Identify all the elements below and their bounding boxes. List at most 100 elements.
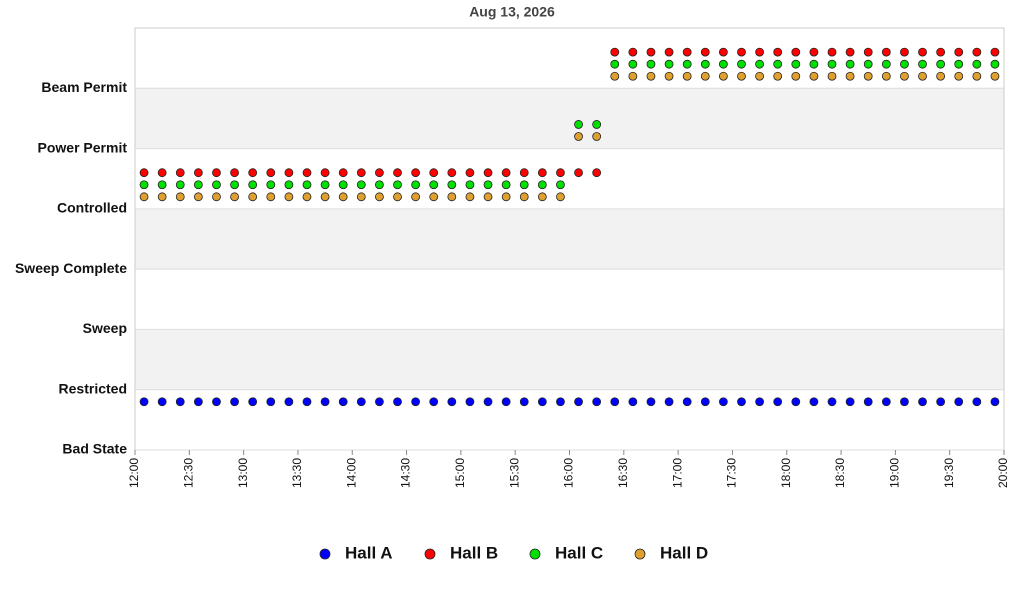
point — [465, 192, 475, 202]
point — [338, 397, 348, 407]
point — [664, 397, 674, 407]
point — [700, 71, 710, 81]
legend-marker — [634, 548, 646, 560]
point — [863, 47, 873, 57]
point — [411, 192, 421, 202]
point — [429, 168, 439, 178]
legend-label: Hall A — [345, 543, 393, 562]
x-tick-label: 16:30 — [616, 458, 630, 488]
y-tick-label: Bad State — [62, 441, 127, 457]
point — [628, 397, 638, 407]
point — [954, 59, 964, 69]
point — [737, 71, 746, 81]
point — [193, 397, 203, 407]
point — [338, 180, 348, 190]
point — [918, 397, 927, 407]
point — [881, 59, 891, 69]
point — [718, 397, 728, 407]
x-tick-label: 14:30 — [399, 458, 413, 488]
point — [284, 168, 294, 178]
point — [900, 71, 909, 81]
x-tick-label: 13:30 — [290, 458, 304, 488]
legend-label: Hall B — [450, 543, 498, 562]
point — [519, 180, 529, 190]
point — [556, 180, 565, 190]
y-tick-label: Controlled — [57, 200, 127, 216]
point — [755, 397, 764, 407]
point — [356, 192, 366, 202]
point — [248, 192, 258, 202]
point — [411, 180, 421, 190]
point — [537, 180, 547, 190]
point — [682, 47, 692, 57]
point — [791, 59, 801, 69]
point — [574, 397, 583, 407]
point — [356, 397, 366, 407]
x-tick-label: 15:00 — [453, 458, 467, 488]
point — [556, 168, 565, 178]
point — [157, 397, 167, 407]
point — [990, 59, 1000, 69]
point — [447, 180, 457, 190]
point — [465, 397, 475, 407]
point — [809, 71, 819, 81]
point — [266, 180, 276, 190]
point — [773, 397, 783, 407]
legend-marker — [424, 548, 436, 560]
point — [230, 397, 239, 407]
point — [900, 47, 909, 57]
point — [610, 47, 620, 57]
point — [718, 59, 728, 69]
point — [139, 180, 149, 190]
legend-marker — [319, 548, 331, 560]
point — [646, 397, 656, 407]
point — [954, 47, 964, 57]
point — [664, 47, 674, 57]
point — [212, 397, 221, 407]
point — [429, 180, 439, 190]
point — [356, 168, 366, 178]
point — [212, 180, 221, 190]
point — [773, 59, 783, 69]
band — [135, 208, 1004, 270]
point — [809, 47, 819, 57]
point — [447, 168, 457, 178]
point — [302, 180, 312, 190]
point — [375, 168, 384, 178]
point — [628, 71, 638, 81]
x-tick-label: 13:00 — [236, 458, 250, 488]
x-tick-label: 18:00 — [779, 458, 793, 488]
point — [827, 71, 837, 81]
y-tick-label: Power Permit — [38, 139, 128, 155]
point — [537, 397, 547, 407]
point — [230, 180, 239, 190]
point — [646, 71, 656, 81]
point — [755, 71, 764, 81]
x-tick-label: 12:30 — [181, 458, 195, 488]
band — [135, 329, 1004, 390]
point — [483, 397, 493, 407]
x-tick-label: 17:30 — [725, 458, 739, 488]
point — [845, 59, 855, 69]
point — [773, 47, 783, 57]
point — [900, 59, 909, 69]
point — [266, 397, 276, 407]
point — [845, 71, 855, 81]
point — [212, 192, 221, 202]
point — [682, 59, 692, 69]
x-tick-label: 20:00 — [996, 458, 1010, 488]
point — [157, 180, 167, 190]
point — [954, 397, 964, 407]
point — [320, 397, 330, 407]
x-tick-label: 14:00 — [344, 458, 358, 488]
point — [918, 59, 927, 69]
point — [646, 59, 656, 69]
x-tick-label: 12:00 — [127, 458, 141, 488]
x-tick-label: 19:30 — [942, 458, 956, 488]
point — [936, 397, 946, 407]
point — [465, 168, 475, 178]
point — [320, 168, 330, 178]
point — [447, 397, 457, 407]
point — [519, 397, 529, 407]
point — [501, 168, 511, 178]
